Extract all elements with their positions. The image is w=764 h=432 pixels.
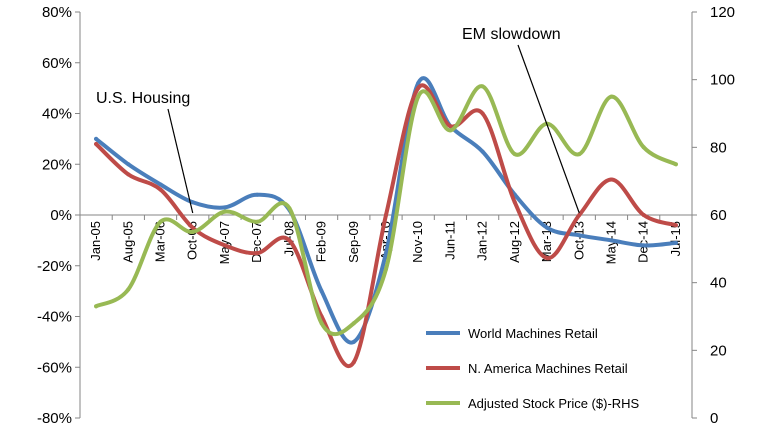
data-point (577, 213, 582, 217)
data-point (641, 145, 646, 150)
data-point (448, 128, 453, 133)
legend: World Machines Retail N. America Machines… (426, 326, 640, 411)
x-tick-label: Dec-07 (249, 221, 264, 263)
data-point (126, 172, 131, 177)
data-point (126, 287, 131, 292)
data-point (641, 243, 646, 248)
data-point (190, 200, 195, 205)
x-tick-label: May-14 (603, 221, 618, 264)
data-point (673, 162, 678, 167)
left-tick-label: 80% (42, 4, 72, 21)
data-point (319, 289, 324, 294)
left-tick-label: -80% (37, 410, 72, 427)
data-point (512, 152, 517, 157)
data-point (480, 84, 485, 89)
annotation-line (517, 44, 580, 214)
data-point (158, 187, 163, 192)
data-point (255, 219, 260, 224)
data-point (255, 192, 260, 197)
data-point (94, 304, 99, 309)
left-tick-label: -20% (37, 258, 72, 275)
data-point (512, 200, 517, 205)
data-point (94, 136, 99, 141)
right-tick-label: 120 (710, 4, 735, 21)
data-point (158, 182, 163, 187)
data-point (222, 209, 227, 214)
x-tick-label: Jan-05 (88, 221, 103, 261)
data-point (545, 225, 550, 230)
data-point (448, 124, 453, 129)
data-point (673, 223, 678, 228)
data-point (416, 86, 421, 91)
data-point (190, 229, 195, 234)
data-point (255, 251, 260, 256)
x-tick-label: Aug-12 (507, 221, 522, 263)
data-point (158, 219, 163, 224)
data-point (480, 149, 485, 154)
data-point (126, 162, 131, 167)
x-tick-label: Jun-11 (442, 221, 457, 260)
x-tick-label: Feb-09 (314, 221, 329, 262)
data-point (609, 238, 614, 243)
series-line-1 (94, 76, 678, 345)
annotation-label: U.S. Housing (96, 90, 190, 107)
data-point (480, 111, 485, 116)
right-tick-label: 60 (710, 207, 727, 224)
annotation-label: EM slowdown (462, 26, 561, 43)
annotation-line (167, 108, 194, 214)
legend-label: World Machines Retail (468, 326, 598, 341)
x-tick-label: Sep-09 (346, 221, 361, 263)
data-point (545, 256, 550, 261)
legend-label: N. America Machines Retail (468, 361, 628, 376)
data-point (190, 225, 195, 230)
data-point (577, 152, 582, 157)
data-point (673, 240, 678, 245)
left-tick-label: 0% (50, 207, 72, 224)
data-point (222, 243, 227, 248)
right-tick-label: 20 (710, 342, 727, 359)
data-point (351, 339, 356, 344)
right-tick-label: 80 (710, 139, 727, 156)
left-tick-label: 40% (42, 106, 72, 123)
annotations: U.S. Housing EM slowdown (96, 26, 580, 214)
left-tick-label: -40% (37, 309, 72, 326)
x-tick-label: Oct-13 (571, 221, 586, 260)
data-point (319, 321, 324, 326)
left-tick-label: 20% (42, 156, 72, 173)
right-tick-label: 0 (710, 410, 718, 427)
data-point (351, 360, 356, 365)
legend-label: Adjusted Stock Price ($)-RHS (468, 396, 640, 411)
data-point (577, 233, 582, 238)
data-point (609, 177, 614, 182)
series-group (94, 76, 678, 368)
data-point (287, 238, 292, 243)
left-tick-label: 60% (42, 55, 72, 72)
x-tick-label: Dec-14 (636, 221, 651, 263)
left-tick-label: -60% (37, 359, 72, 376)
data-point (416, 81, 421, 86)
x-tick-label: Jan-12 (475, 221, 490, 261)
right-tick-label: 40 (710, 275, 727, 292)
data-point (641, 213, 646, 217)
data-point (416, 94, 421, 99)
data-point (609, 94, 614, 99)
data-point (351, 321, 356, 326)
data-point (384, 267, 388, 272)
x-tick-label: Nov-10 (410, 221, 425, 263)
x-tick-label: Jul-15 (668, 221, 683, 256)
data-point (287, 206, 292, 211)
data-point (222, 205, 227, 210)
data-point (384, 251, 388, 256)
right-tick-label: 100 (710, 72, 735, 89)
x-tick-label: May-07 (217, 221, 232, 264)
data-point (94, 142, 99, 146)
data-point (384, 213, 388, 217)
x-tick-label: Aug-05 (120, 221, 135, 263)
